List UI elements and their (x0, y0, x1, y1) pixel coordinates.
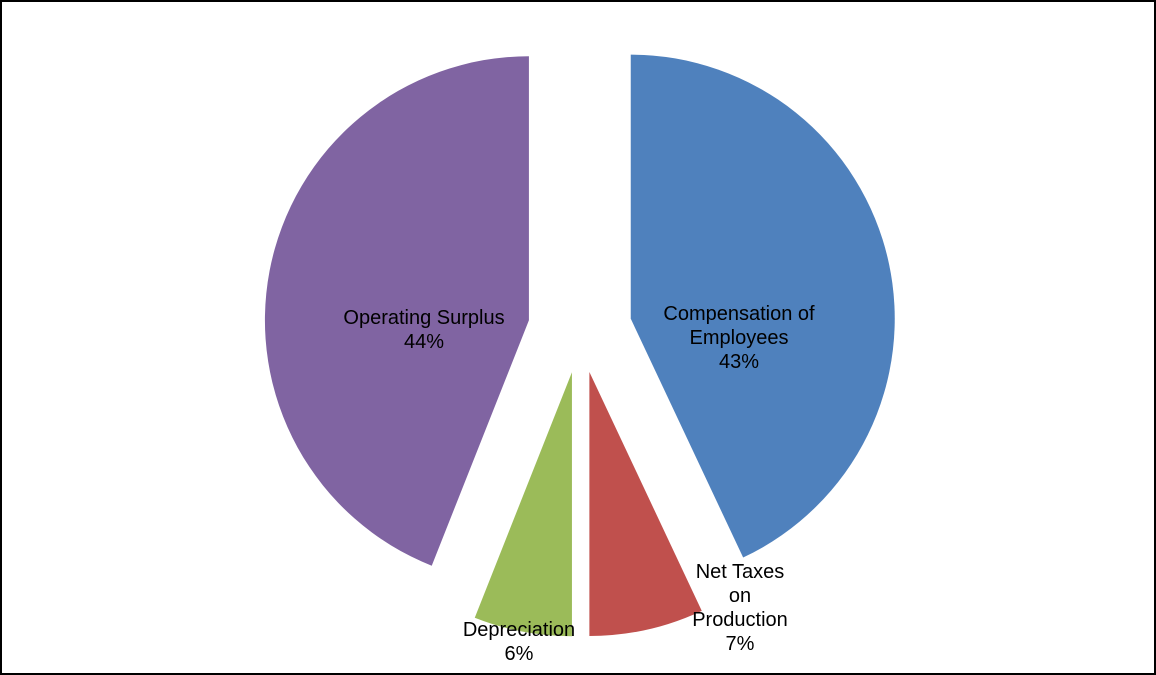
slice-name-line: on (729, 585, 751, 607)
slice-percent-label: 43% (719, 351, 759, 373)
slice-label-compensation-of-employees: Compensation of Employees 43% (663, 303, 815, 373)
slice-name-line: Production (692, 609, 788, 631)
slice-name-line: Net Taxes (696, 561, 785, 583)
pie-slice-operating-surplus (264, 56, 529, 566)
slice-name-line: Operating Surplus (343, 307, 504, 329)
slice-name-line: Employees (690, 327, 789, 349)
slice-percent-label: 7% (726, 633, 755, 655)
pie-slice-compensation-of-employees (630, 54, 895, 558)
slice-label-net-taxes-on-production: Net Taxes on Production 7% (692, 561, 788, 655)
slice-label-operating-surplus: Operating Surplus 44% (343, 307, 504, 353)
slice-name-line: Compensation of (663, 303, 815, 325)
slice-percent-label: 44% (404, 331, 444, 353)
slice-name-line: Depreciation (463, 619, 575, 641)
slice-label-depreciation: Depreciation 6% (463, 619, 575, 665)
slice-percent-label: 6% (505, 643, 534, 665)
pie-slice-net-taxes-on-production (589, 371, 702, 636)
pie-slice-depreciation (474, 372, 572, 637)
